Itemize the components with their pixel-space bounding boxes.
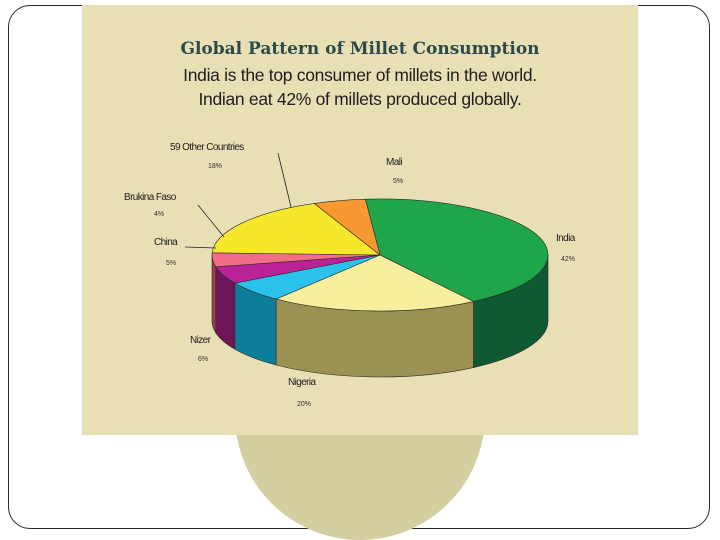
pie-slice-mali bbox=[313, 198, 381, 256]
label-nigeria: Nigeria bbox=[288, 377, 316, 388]
pie-slice-india bbox=[364, 198, 549, 302]
label-mali: Mali bbox=[386, 157, 403, 168]
leader-line-59-other-countries bbox=[277, 152, 292, 208]
label-59-other-countries: 59 Other Countries bbox=[170, 142, 244, 153]
chart-subtitle-line-1: India is the top consumer of millets in … bbox=[183, 65, 537, 85]
pie-side-walls bbox=[211, 254, 549, 378]
pie-top-faces bbox=[211, 198, 549, 312]
label-china: China bbox=[154, 237, 178, 248]
pct-59-other-countries: 18% bbox=[208, 163, 223, 170]
chart-subtitle-line-2: Indian eat 42% of millets produced globa… bbox=[198, 89, 522, 109]
label-nizer: Nizer bbox=[190, 335, 211, 346]
pie-side-brukina-faso bbox=[211, 254, 217, 334]
pct-nigeria: 20% bbox=[297, 401, 312, 408]
pct-mali: 5% bbox=[393, 178, 404, 185]
pie-slice-59-other-countries bbox=[211, 203, 381, 256]
pct-nizer: 6% bbox=[198, 356, 209, 363]
pct-brukina-faso: 4% bbox=[154, 211, 165, 218]
pct-china: 5% bbox=[166, 260, 177, 267]
pct-india: 42% bbox=[561, 256, 576, 263]
label-brukina-faso: Brukina Faso bbox=[124, 192, 176, 203]
chart-poster: Global Pattern of Millet Consumption Ind… bbox=[82, 5, 638, 435]
label-india: India bbox=[556, 233, 575, 244]
leader-line-brukina-faso bbox=[197, 204, 225, 238]
leader-line-china bbox=[184, 246, 217, 249]
chart-title: Global Pattern of Millet Consumption bbox=[180, 39, 540, 59]
pie-slice-nigeria bbox=[275, 254, 475, 312]
pie-chart bbox=[184, 152, 549, 378]
